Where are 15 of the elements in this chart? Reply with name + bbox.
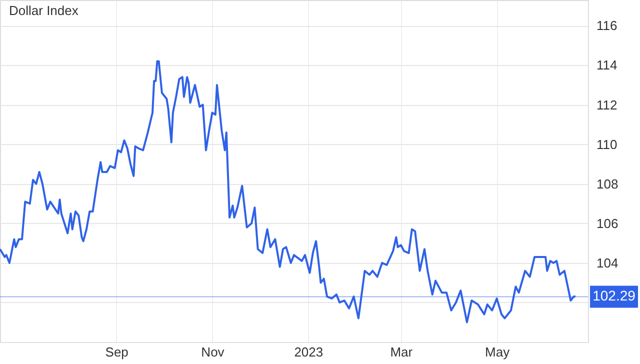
x-tick-label: Mar (390, 344, 414, 360)
y-tick-label: 116 (596, 18, 618, 34)
y-tick-label: 104 (596, 255, 618, 270)
chart-title: Dollar Index (9, 3, 79, 18)
y-tick-label: 112 (596, 97, 618, 112)
x-tick-label: May (485, 344, 510, 360)
ref-line-label: 102.29 (592, 288, 636, 304)
line-series (0, 60, 576, 324)
y-tick-label: 110 (596, 136, 618, 152)
x-tick-label: Nov (201, 344, 225, 360)
y-tick-label: 108 (596, 176, 618, 192)
y-tick-label: 106 (596, 216, 618, 231)
x-tick-label: Sep (105, 344, 128, 360)
y-tick-label: 114 (596, 58, 618, 73)
x-tick-label: 2023 (294, 344, 324, 360)
